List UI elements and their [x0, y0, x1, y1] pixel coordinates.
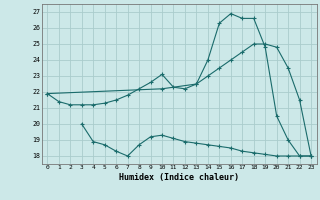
- X-axis label: Humidex (Indice chaleur): Humidex (Indice chaleur): [119, 173, 239, 182]
